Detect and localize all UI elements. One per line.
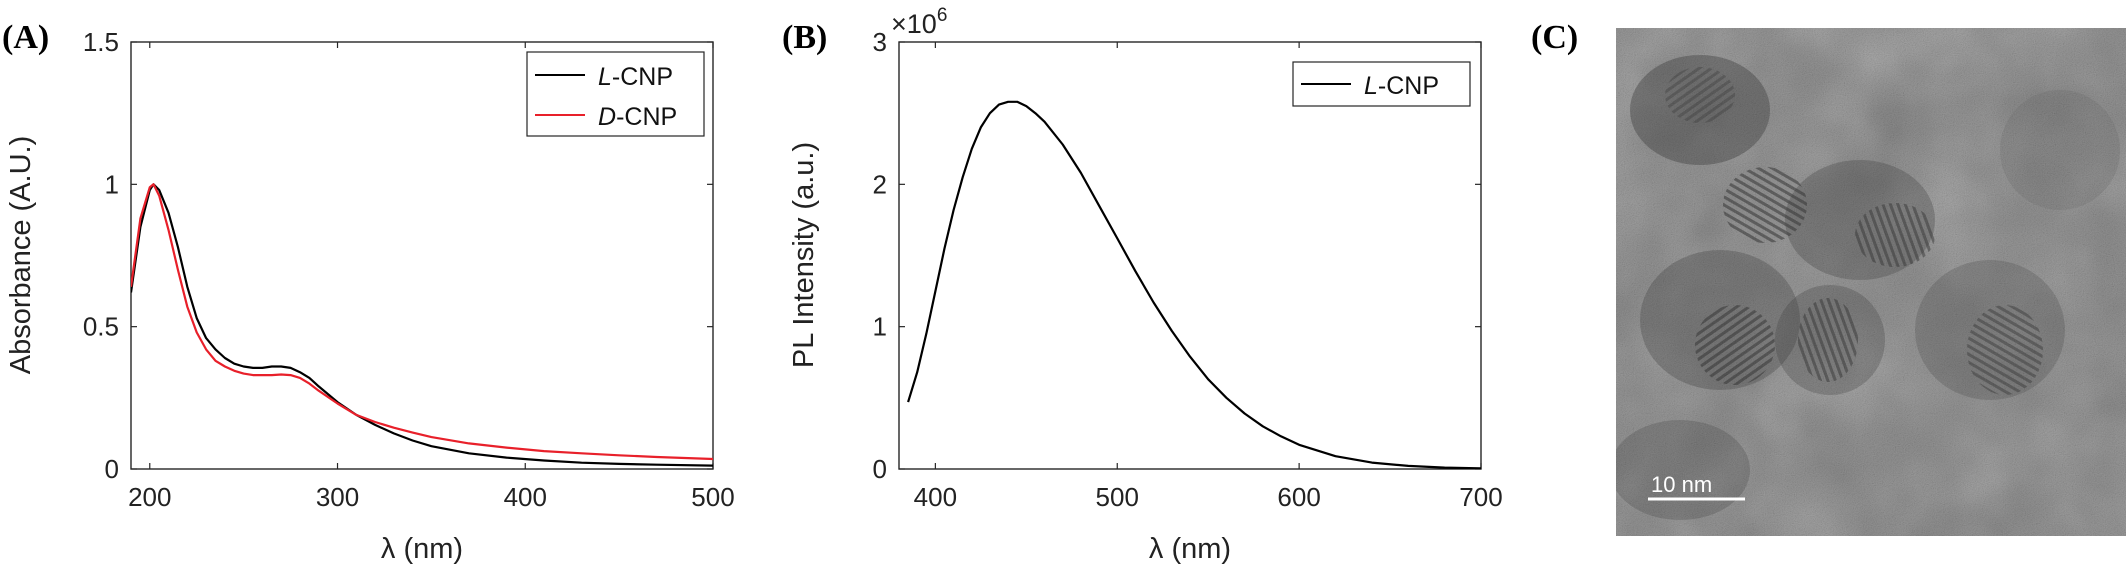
panel-a-legend-box xyxy=(526,51,705,137)
legend-label-l-cnp-b: L-CNP xyxy=(1364,72,1439,100)
panel-c-letter: (C) xyxy=(1531,19,1578,56)
legend-label-l-cnp: L-CNP xyxy=(598,63,673,91)
series-line-d-cnp xyxy=(131,183,713,461)
panel-a-axes-box xyxy=(130,41,714,470)
panel-b-axes-box xyxy=(898,41,1482,470)
x-tick-label: 200 xyxy=(128,482,171,512)
panel-b-letter: (B) xyxy=(782,19,827,56)
panel-a-legend: L-CNP D-CNP xyxy=(526,51,705,137)
panel-b-y-axis-label: PL Intensity (a.u.) xyxy=(788,142,820,368)
panel-c-tem-image: (C) 10 nm xyxy=(1531,19,2126,536)
series-line-l-cnp xyxy=(907,100,1481,469)
x-tick-label: 300 xyxy=(316,482,359,512)
panel-a-plot-area xyxy=(131,183,713,467)
x-tick-label: 500 xyxy=(691,482,734,512)
panel-a-letter: (A) xyxy=(2,19,49,56)
panel-a-absorbance-chart: (A) 200 300 400 500 0 0.5 1 1.5 λ (nm) Absorban… xyxy=(2,19,735,565)
x-tick-label: 700 xyxy=(1459,482,1502,512)
panel-b-legend: L-CNP xyxy=(1292,61,1471,107)
panel-b-legend-box xyxy=(1292,61,1471,107)
y-tick-label: 1 xyxy=(105,169,119,199)
y-tick-label: 2 xyxy=(873,169,887,199)
y-tick-label: 0.5 xyxy=(83,312,119,342)
panel-a-y-axis-label: Absorbance (A.U.) xyxy=(5,136,37,375)
y-tick-label: 0 xyxy=(105,454,119,484)
x-tick-label: 400 xyxy=(504,482,547,512)
panel-a-x-axis-label: λ (nm) xyxy=(381,533,463,565)
y-tick-label: 0 xyxy=(873,454,887,484)
panel-b-y-multiplier: ×106 xyxy=(891,5,947,39)
panel-a-ticks: 200 300 400 500 0 0.5 1 1.5 xyxy=(83,27,735,512)
y-tick-label: 1.5 xyxy=(83,27,119,57)
tem-scale-bar-label: 10 nm xyxy=(1651,472,1712,497)
y-tick-label: 1 xyxy=(873,312,887,342)
panel-b-x-axis-label: λ (nm) xyxy=(1149,533,1231,565)
y-tick-label: 3 xyxy=(873,27,887,57)
series-line-l-cnp xyxy=(131,183,713,467)
x-tick-label: 400 xyxy=(914,482,957,512)
legend-label-d-cnp: D-CNP xyxy=(598,103,677,131)
panel-b-photoluminescence-chart: (B) ×106 400 500 600 700 0 1 2 3 λ (nm) PL Inte… xyxy=(782,5,1503,565)
x-tick-label: 600 xyxy=(1277,482,1320,512)
x-tick-label: 500 xyxy=(1096,482,1139,512)
panel-b-ticks: 400 500 600 700 0 1 2 3 xyxy=(873,27,1503,512)
tem-micrograph xyxy=(1616,28,2126,536)
panel-b-plot-area xyxy=(907,100,1481,469)
